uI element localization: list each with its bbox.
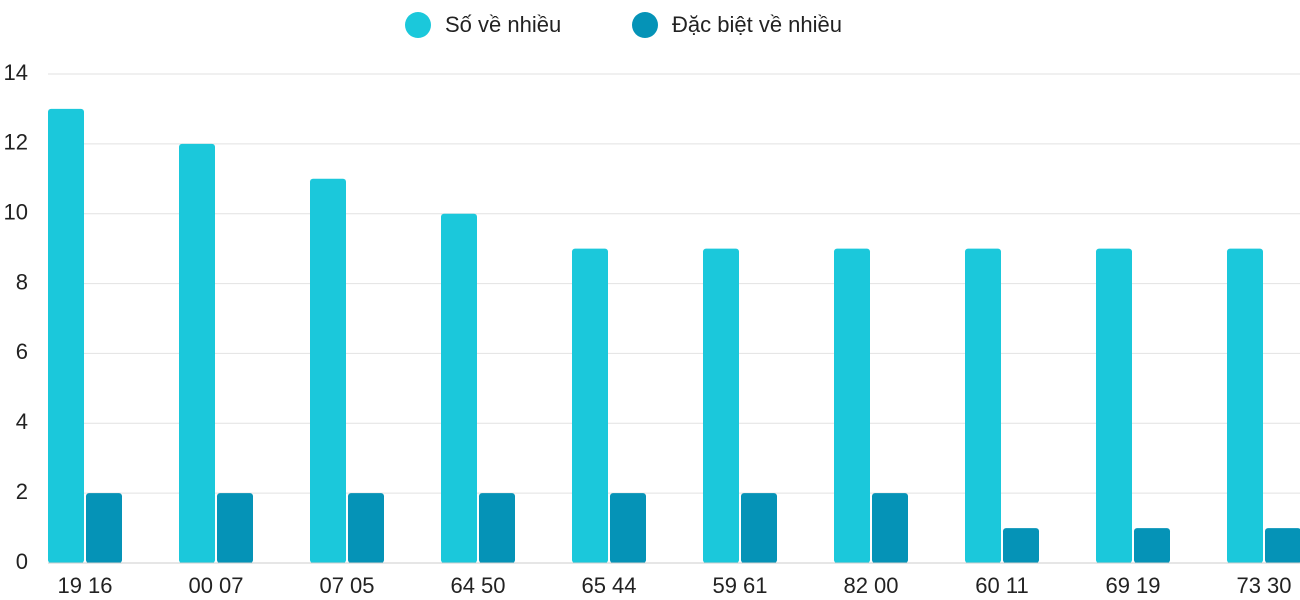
- x-tick-label: 00 07: [188, 573, 243, 598]
- bar: [872, 493, 908, 563]
- bar: [572, 248, 608, 563]
- x-tick-label: 65 44: [581, 573, 636, 598]
- bar: [310, 178, 346, 564]
- y-tick-label: 8: [16, 269, 28, 294]
- bar: [1096, 248, 1132, 563]
- bar: [48, 108, 84, 563]
- legend-marker: [405, 12, 431, 38]
- bar: [479, 493, 515, 563]
- y-tick-label: 2: [16, 479, 28, 504]
- x-tick-label: 60 11: [975, 573, 1028, 598]
- x-tick-label: 64 50: [450, 573, 505, 598]
- bar: [610, 493, 646, 563]
- bar: [703, 248, 739, 563]
- legend-label: Số về nhiều: [445, 12, 561, 37]
- bar: [834, 248, 870, 563]
- y-tick-label: 14: [4, 60, 28, 85]
- y-tick-label: 4: [16, 409, 28, 434]
- bar: [1265, 528, 1300, 563]
- bar: [86, 493, 122, 563]
- bar: [348, 493, 384, 563]
- x-tick-label: 07 05: [319, 573, 374, 598]
- x-tick-label: 69 19: [1105, 573, 1160, 598]
- legend-marker: [632, 12, 658, 38]
- x-tick-label: 59 61: [712, 573, 767, 598]
- y-tick-label: 6: [16, 339, 28, 364]
- bar: [217, 493, 253, 563]
- bar: [1227, 248, 1263, 563]
- y-tick-label: 12: [4, 130, 28, 155]
- bar: [441, 213, 477, 563]
- y-tick-label: 0: [16, 549, 28, 574]
- bar: [179, 143, 215, 563]
- x-tick-label: 19 16: [57, 573, 112, 598]
- legend-label: Đặc biệt về nhiều: [672, 12, 842, 37]
- bar: [1134, 528, 1170, 563]
- x-tick-label: 82 00: [843, 573, 898, 598]
- y-tick-label: 10: [4, 200, 28, 225]
- x-tick-label: 73 30: [1236, 573, 1291, 598]
- bar: [965, 248, 1001, 563]
- bar: [741, 493, 777, 563]
- bar: [1003, 528, 1039, 563]
